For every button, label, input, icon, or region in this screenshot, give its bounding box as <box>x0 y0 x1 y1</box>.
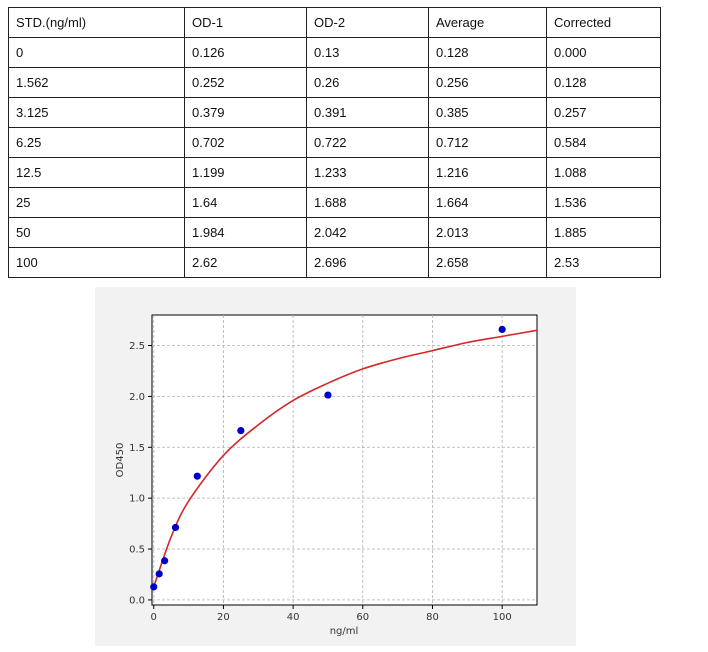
y-tick-label: 0.0 <box>129 595 145 606</box>
table-cell: 1.216 <box>428 157 547 188</box>
table-cell: 6.25 <box>8 127 185 158</box>
table-row: 3.125 0.379 0.391 0.385 0.257 <box>8 97 661 128</box>
table-cell: 0.385 <box>428 97 547 128</box>
data-point <box>498 325 506 334</box>
table-cell: 12.5 <box>8 157 185 188</box>
table-row: 100 2.62 2.696 2.658 2.53 <box>8 247 661 278</box>
data-point <box>193 472 201 480</box>
table-row: 25 1.64 1.688 1.664 1.536 <box>8 187 661 218</box>
data-point <box>150 583 158 591</box>
table-cell: 0.257 <box>546 97 661 128</box>
y-tick-label: 1.5 <box>129 443 145 454</box>
table-row: 1.562 0.252 0.26 0.256 0.128 <box>8 67 661 98</box>
table-cell: 1.688 <box>306 187 429 218</box>
table-cell: 0.26 <box>306 67 429 98</box>
y-axis-label: OD450 <box>115 443 126 478</box>
x-tick-label: 60 <box>356 612 369 623</box>
table-header-cell: OD-1 <box>184 7 307 38</box>
x-tick-label: 0 <box>151 612 157 623</box>
table-cell: 0.13 <box>306 37 429 68</box>
table-row: 0 0.126 0.13 0.128 0.000 <box>8 37 661 68</box>
table-cell: 1.562 <box>8 67 185 98</box>
table-cell: 3.125 <box>8 97 185 128</box>
table-row: 6.25 0.702 0.722 0.712 0.584 <box>8 127 661 158</box>
table-header-cell: OD-2 <box>306 7 429 38</box>
data-point <box>171 523 180 532</box>
x-axis-label: ng/ml <box>330 626 359 637</box>
data-point <box>155 570 163 578</box>
table-cell: 0.722 <box>306 127 429 158</box>
table-cell: 1.088 <box>546 157 661 188</box>
table-cell: 100 <box>8 247 185 278</box>
x-tick-label: 80 <box>426 612 439 623</box>
table-cell: 0.584 <box>546 127 661 158</box>
y-tick-label: 2.0 <box>129 392 145 403</box>
table-row: 12.5 1.199 1.233 1.216 1.088 <box>8 157 661 188</box>
table-cell: 1.64 <box>184 187 307 218</box>
table-header-cell: STD.(ng/ml) <box>8 7 185 38</box>
plot-area <box>151 314 538 606</box>
x-tick-label: 20 <box>217 612 230 623</box>
table-cell: 0.256 <box>428 67 547 98</box>
x-tick-label: 100 <box>493 612 512 623</box>
table-body: 0 0.126 0.13 0.128 0.000 1.562 0.252 0.26 0.256 0… <box>8 37 661 278</box>
table-cell: 0.391 <box>306 97 429 128</box>
table-cell: 1.885 <box>546 217 661 248</box>
table-cell: 0.712 <box>428 127 547 158</box>
table-row: 50 1.984 2.042 2.013 1.885 <box>8 217 661 248</box>
table-header-cell: Corrected <box>546 7 661 38</box>
table-cell: 2.042 <box>306 217 429 248</box>
table-cell: 2.53 <box>546 247 661 278</box>
table-cell: 0.126 <box>184 37 307 68</box>
chart-panel: 0 20 40 60 80 100 0.0 0.5 1.0 1.5 2.0 2.5 ng/ml OD4… <box>95 287 576 646</box>
y-tick-label: 2.5 <box>129 341 145 352</box>
table-cell: 0.379 <box>184 97 307 128</box>
fitted-curve <box>152 329 537 588</box>
table-cell: 2.696 <box>306 247 429 278</box>
standard-curve-chart: 0 20 40 60 80 100 0.0 0.5 1.0 1.5 2.0 2.5 ng/ml OD4… <box>115 314 538 637</box>
table-cell: 2.62 <box>184 247 307 278</box>
table-cell: 25 <box>8 187 185 218</box>
y-tick-label: 1.0 <box>129 494 145 505</box>
x-tick-label: 40 <box>287 612 300 623</box>
table-cell: 0.128 <box>546 67 661 98</box>
table-cell: 0 <box>8 37 185 68</box>
table-cell: 2.658 <box>428 247 547 278</box>
table-cell: 1.199 <box>184 157 307 188</box>
data-points <box>150 325 506 591</box>
grid-lines <box>152 315 537 605</box>
table-cell: 0.000 <box>546 37 661 68</box>
table-cell: 1.536 <box>546 187 661 218</box>
table-cell: 0.252 <box>184 67 307 98</box>
data-point <box>237 426 245 435</box>
table-header-cell: Average <box>428 7 547 38</box>
data-point <box>161 557 169 565</box>
table-cell: 2.013 <box>428 217 547 248</box>
table-cell: 1.664 <box>428 187 547 218</box>
table-header-row: STD.(ng/ml) OD-1 OD-2 Average Corrected <box>8 7 661 38</box>
axis-ticks: 0 20 40 60 80 100 0.0 0.5 1.0 1.5 2.0 2.5 <box>129 341 512 623</box>
table-cell: 0.128 <box>428 37 547 68</box>
table-cell: 1.233 <box>306 157 429 188</box>
table-cell: 50 <box>8 217 185 248</box>
table-cell: 0.702 <box>184 127 307 158</box>
data-point <box>324 391 332 399</box>
standard-curve-table: STD.(ng/ml) OD-1 OD-2 Average Corrected 0 0.1… <box>8 7 661 278</box>
table-cell: 1.984 <box>184 217 307 248</box>
y-tick-label: 0.5 <box>129 545 145 556</box>
